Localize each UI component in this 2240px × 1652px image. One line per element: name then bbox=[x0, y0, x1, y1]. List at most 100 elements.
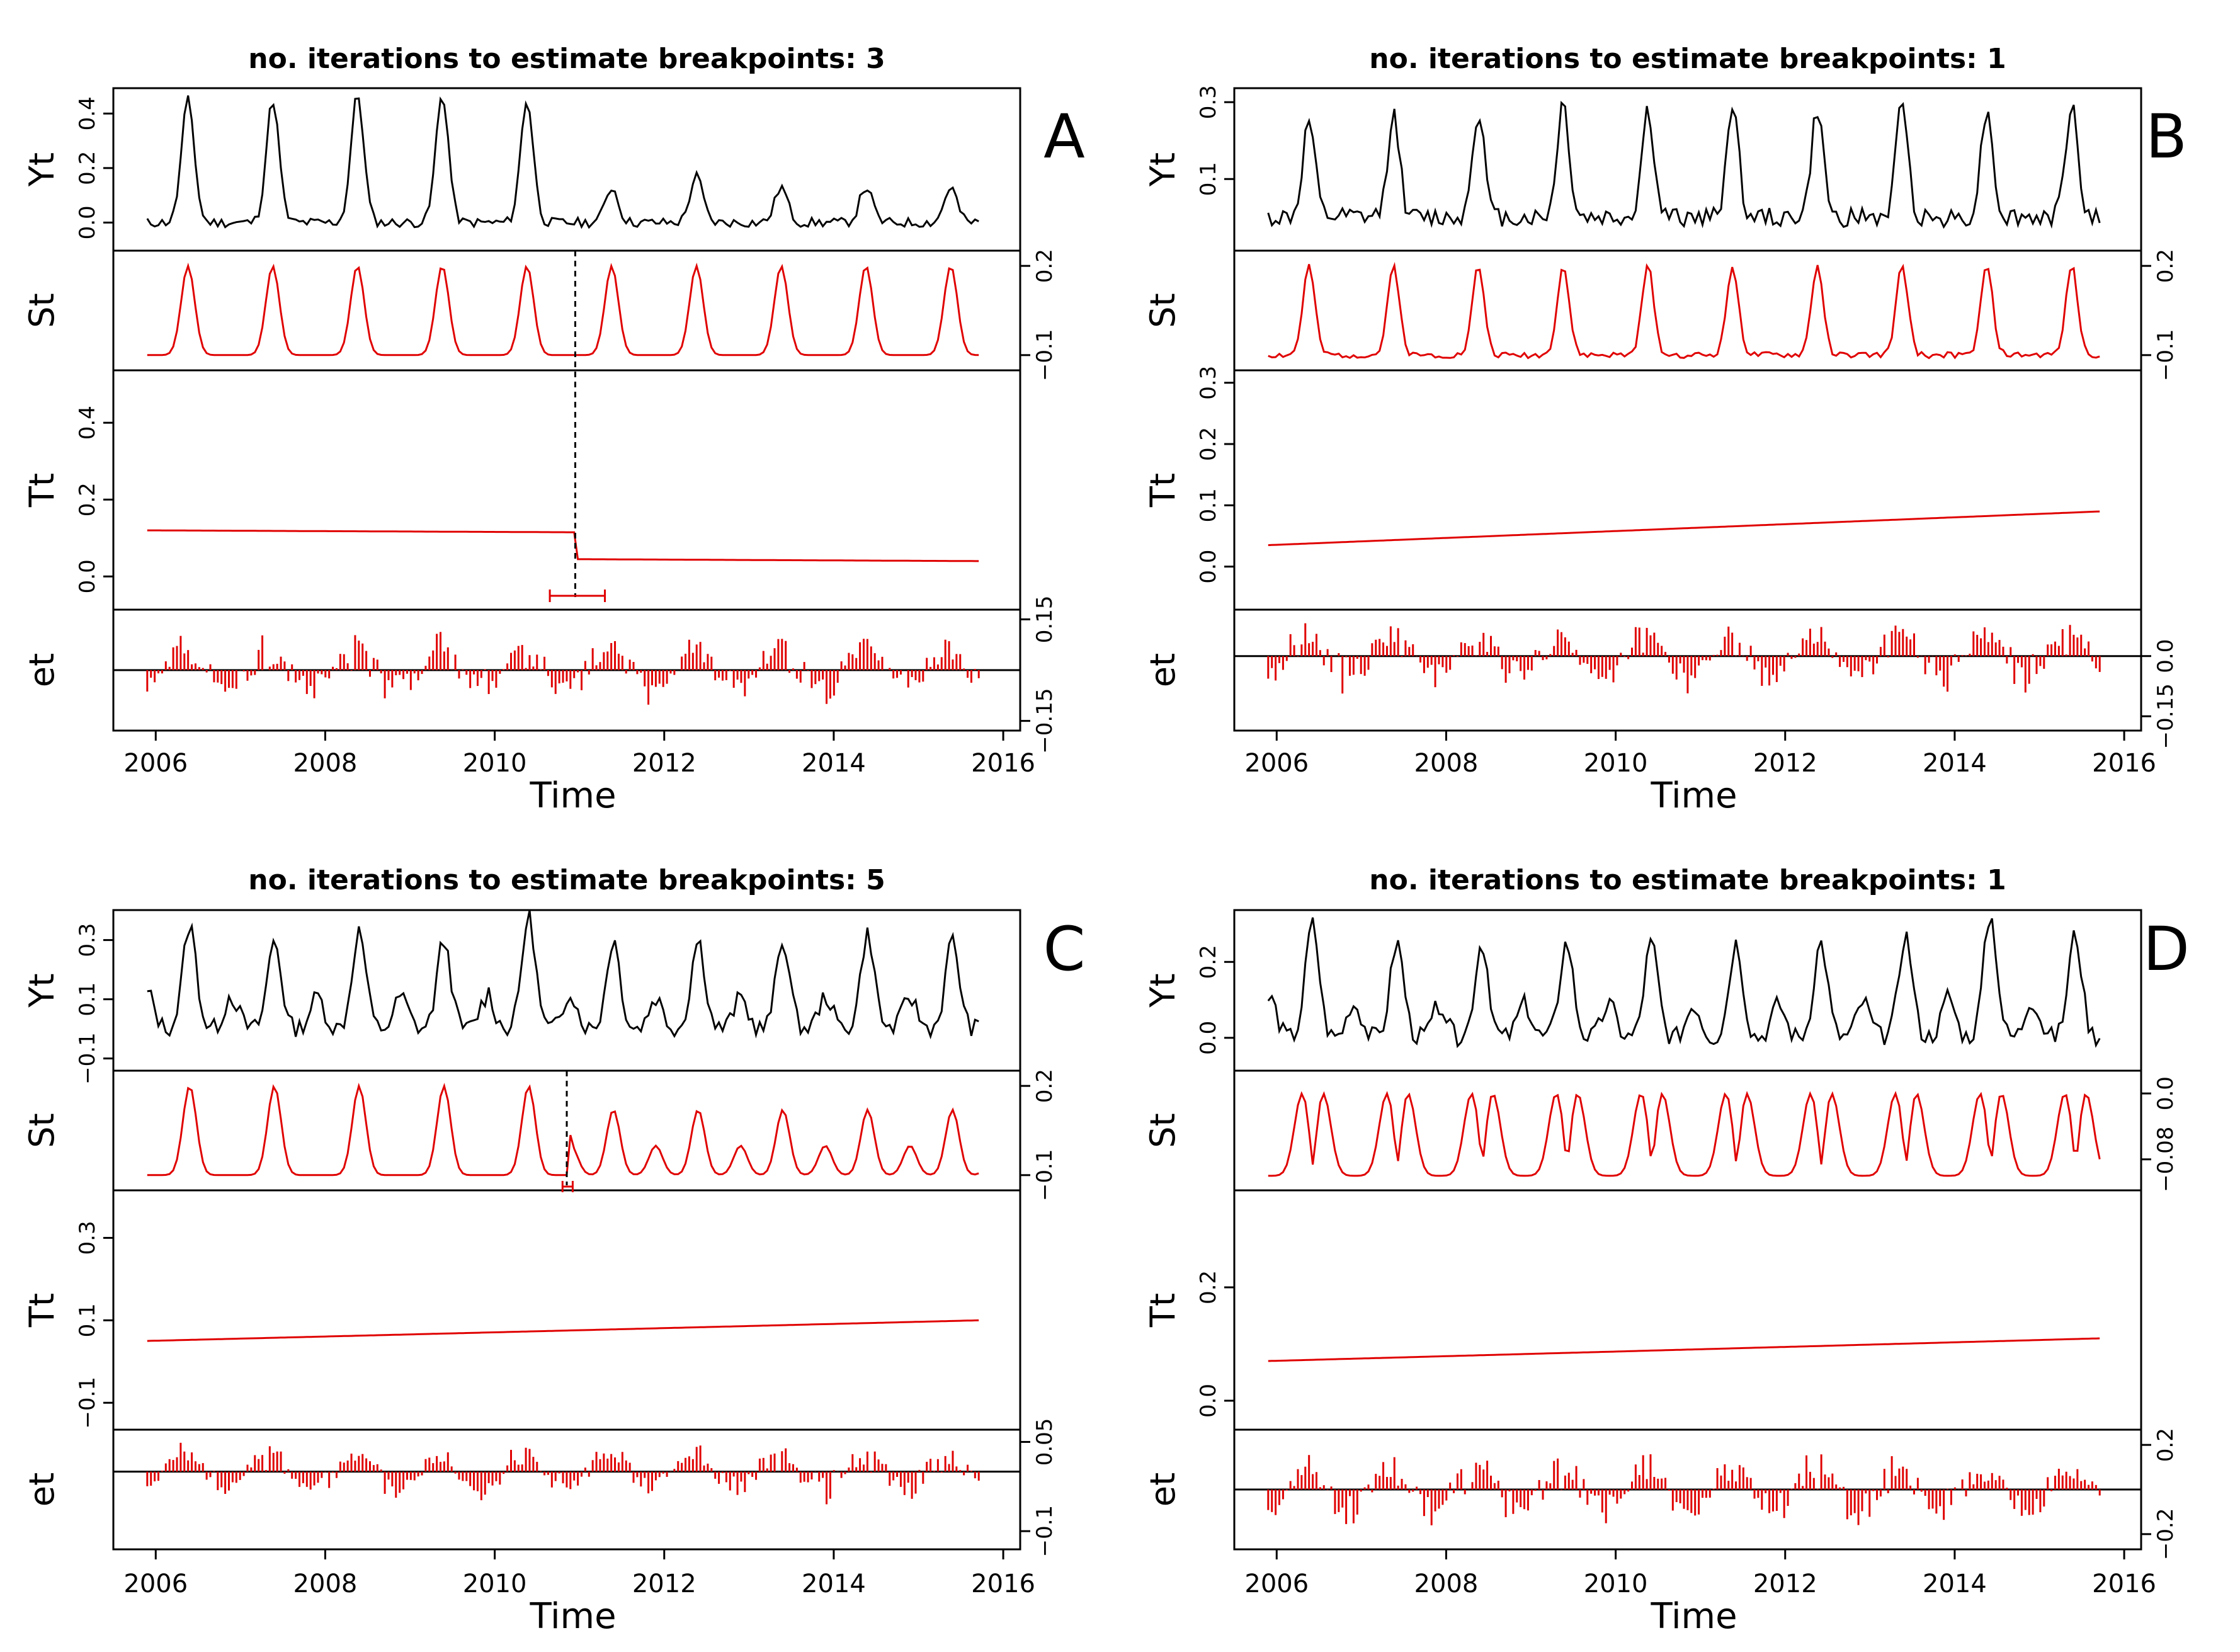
x-tick-label: 2008 bbox=[1414, 1569, 1479, 1598]
x-tick-label: 2010 bbox=[463, 1569, 527, 1598]
y-tick-label: 0.1 bbox=[75, 1303, 100, 1337]
x-axis-label: Time bbox=[1650, 775, 1737, 816]
series-line bbox=[147, 1083, 979, 1176]
y-axis-label: Yt bbox=[22, 152, 62, 187]
subplot-Tt: Tt 0.0 0.1 0.2 0.3 bbox=[1143, 366, 2142, 611]
subplot-frame bbox=[1233, 87, 2142, 252]
y-tick-label: 0.0 bbox=[2153, 639, 2178, 673]
panel-C: no. iterations to estimate breakpoints: … bbox=[22, 864, 1086, 1637]
subplot-frame bbox=[1233, 1189, 2142, 1431]
y-axis-label: Tt bbox=[22, 1293, 62, 1328]
y-tick-label: 0.2 bbox=[75, 151, 100, 185]
y-tick-label: −0.2 bbox=[2153, 1508, 2178, 1561]
y-tick-label: 0.05 bbox=[1032, 1418, 1057, 1466]
subplot-Yt: Yt 0.0 0.2 0.4 bbox=[22, 87, 1021, 252]
y-tick-label: 0.4 bbox=[75, 96, 100, 130]
x-tick-label: 2014 bbox=[1923, 1569, 1987, 1598]
y-axis-label: et bbox=[22, 653, 62, 687]
y-tick-label: 0.2 bbox=[1196, 945, 1221, 979]
x-tick-label: 2016 bbox=[971, 749, 1035, 778]
x-tick-label: 2010 bbox=[1584, 749, 1648, 778]
x-axis-label: Time bbox=[529, 1596, 616, 1637]
y-tick-label: 0.0 bbox=[75, 205, 100, 239]
y-axis-label: Tt bbox=[1143, 1293, 1183, 1328]
y-tick-label: −0.15 bbox=[2153, 683, 2178, 749]
subplot-et: et −0.2 0.2 bbox=[1143, 1428, 2178, 1560]
y-tick-label: 0.1 bbox=[75, 983, 100, 1017]
panel-title: no. iterations to estimate breakpoints: … bbox=[248, 864, 885, 896]
x-axis-label: Time bbox=[1650, 1596, 1737, 1637]
y-tick-label: 0.0 bbox=[1196, 1384, 1221, 1418]
subplot-frame bbox=[112, 369, 1021, 611]
subplot-frame bbox=[1233, 608, 2142, 732]
subplot-et: et −0.15 0.0 bbox=[1143, 608, 2178, 749]
series-line bbox=[1267, 917, 2101, 1049]
y-tick-label: 0.1 bbox=[1196, 488, 1221, 522]
y-tick-label: 0.0 bbox=[1196, 550, 1221, 584]
subplot-Tt: Tt 0.0 0.2 0.4 bbox=[22, 251, 1021, 611]
y-tick-label: 0.2 bbox=[2153, 249, 2178, 283]
y-axis-label: Yt bbox=[22, 973, 62, 1008]
subplot-St: St −0.1 0.2 bbox=[22, 249, 1057, 381]
y-tick-label: 0.3 bbox=[75, 923, 100, 957]
y-tick-label: −0.1 bbox=[2153, 329, 2178, 382]
subplot-frame bbox=[1233, 369, 2142, 611]
subplot-et: et −0.15 0.15 bbox=[22, 596, 1057, 754]
y-tick-label: −0.1 bbox=[1032, 1505, 1057, 1558]
panel-title: no. iterations to estimate breakpoints: … bbox=[1369, 864, 2006, 896]
x-tick-label: 2006 bbox=[123, 1569, 188, 1598]
y-tick-label: −0.15 bbox=[1032, 688, 1057, 754]
x-axis-label: Time bbox=[529, 775, 616, 816]
y-axis-label: Yt bbox=[1143, 973, 1183, 1008]
x-tick-label: 2012 bbox=[632, 749, 696, 778]
series-line bbox=[146, 95, 979, 229]
subplot-Yt: Yt −0.1 0.1 0.3 bbox=[22, 909, 1021, 1085]
y-axis-label: St bbox=[1143, 1113, 1183, 1148]
subplot-Yt: Yt 0.0 0.2 bbox=[1143, 909, 2142, 1072]
series-line bbox=[1268, 1337, 2100, 1362]
x-tick-label: 2012 bbox=[1753, 1569, 1817, 1598]
x-tick-label: 2012 bbox=[632, 1569, 696, 1598]
y-tick-label: 0.3 bbox=[75, 1221, 100, 1255]
subplot-Tt: Tt 0.0 0.2 bbox=[1143, 1189, 2142, 1431]
panel-letter: C bbox=[1043, 914, 1085, 984]
x-tick-label: 2014 bbox=[1923, 749, 1987, 778]
subplot-frame bbox=[112, 1189, 1021, 1431]
subplot-frame bbox=[112, 87, 1021, 252]
subplot-et: et −0.1 0.05 bbox=[22, 1418, 1057, 1558]
x-tick-label: 2006 bbox=[1244, 749, 1309, 778]
y-tick-label: 0.2 bbox=[75, 482, 100, 516]
x-tick-label: 2014 bbox=[802, 749, 866, 778]
y-tick-label: 0.1 bbox=[1196, 162, 1221, 196]
y-axis-label: Tt bbox=[1143, 473, 1183, 508]
x-tick-label: 2010 bbox=[463, 749, 527, 778]
y-axis-label: St bbox=[1143, 293, 1183, 328]
series-line bbox=[147, 529, 979, 562]
y-tick-label: 0.0 bbox=[75, 559, 100, 593]
series-line bbox=[147, 909, 979, 1040]
y-tick-label: 0.15 bbox=[1032, 596, 1057, 644]
y-tick-label: −0.1 bbox=[75, 1377, 100, 1429]
y-tick-label: 0.3 bbox=[1196, 85, 1221, 119]
y-tick-label: 0.2 bbox=[1196, 1270, 1221, 1304]
subplot-frame bbox=[112, 909, 1021, 1072]
subplot-Tt: Tt −0.1 0.1 0.3 bbox=[22, 1189, 1021, 1431]
panel-title: no. iterations to estimate breakpoints: … bbox=[248, 43, 885, 75]
subplot-Yt: Yt 0.1 0.3 bbox=[1143, 85, 2142, 252]
y-tick-label: −0.1 bbox=[1032, 1149, 1057, 1202]
panel-letter: D bbox=[2143, 914, 2190, 984]
x-tick-label: 2016 bbox=[2092, 749, 2156, 778]
panel-title: no. iterations to estimate breakpoints: … bbox=[1369, 43, 2006, 75]
y-tick-label: −0.1 bbox=[1032, 329, 1057, 382]
subplot-St: St −0.1 0.2 bbox=[1143, 249, 2178, 381]
x-tick-label: 2008 bbox=[293, 749, 358, 778]
x-tick-label: 2012 bbox=[1753, 749, 1817, 778]
subplot-St: St −0.08 0.0 bbox=[1143, 1069, 2178, 1192]
x-tick-label: 2006 bbox=[123, 749, 188, 778]
series-line bbox=[1268, 261, 2100, 360]
subplot-St: St −0.1 0.2 bbox=[22, 1069, 1057, 1201]
y-tick-label: 0.0 bbox=[2153, 1076, 2178, 1110]
y-tick-label: 0.3 bbox=[1196, 366, 1221, 400]
panel-A: no. iterations to estimate breakpoints: … bbox=[22, 43, 1085, 816]
